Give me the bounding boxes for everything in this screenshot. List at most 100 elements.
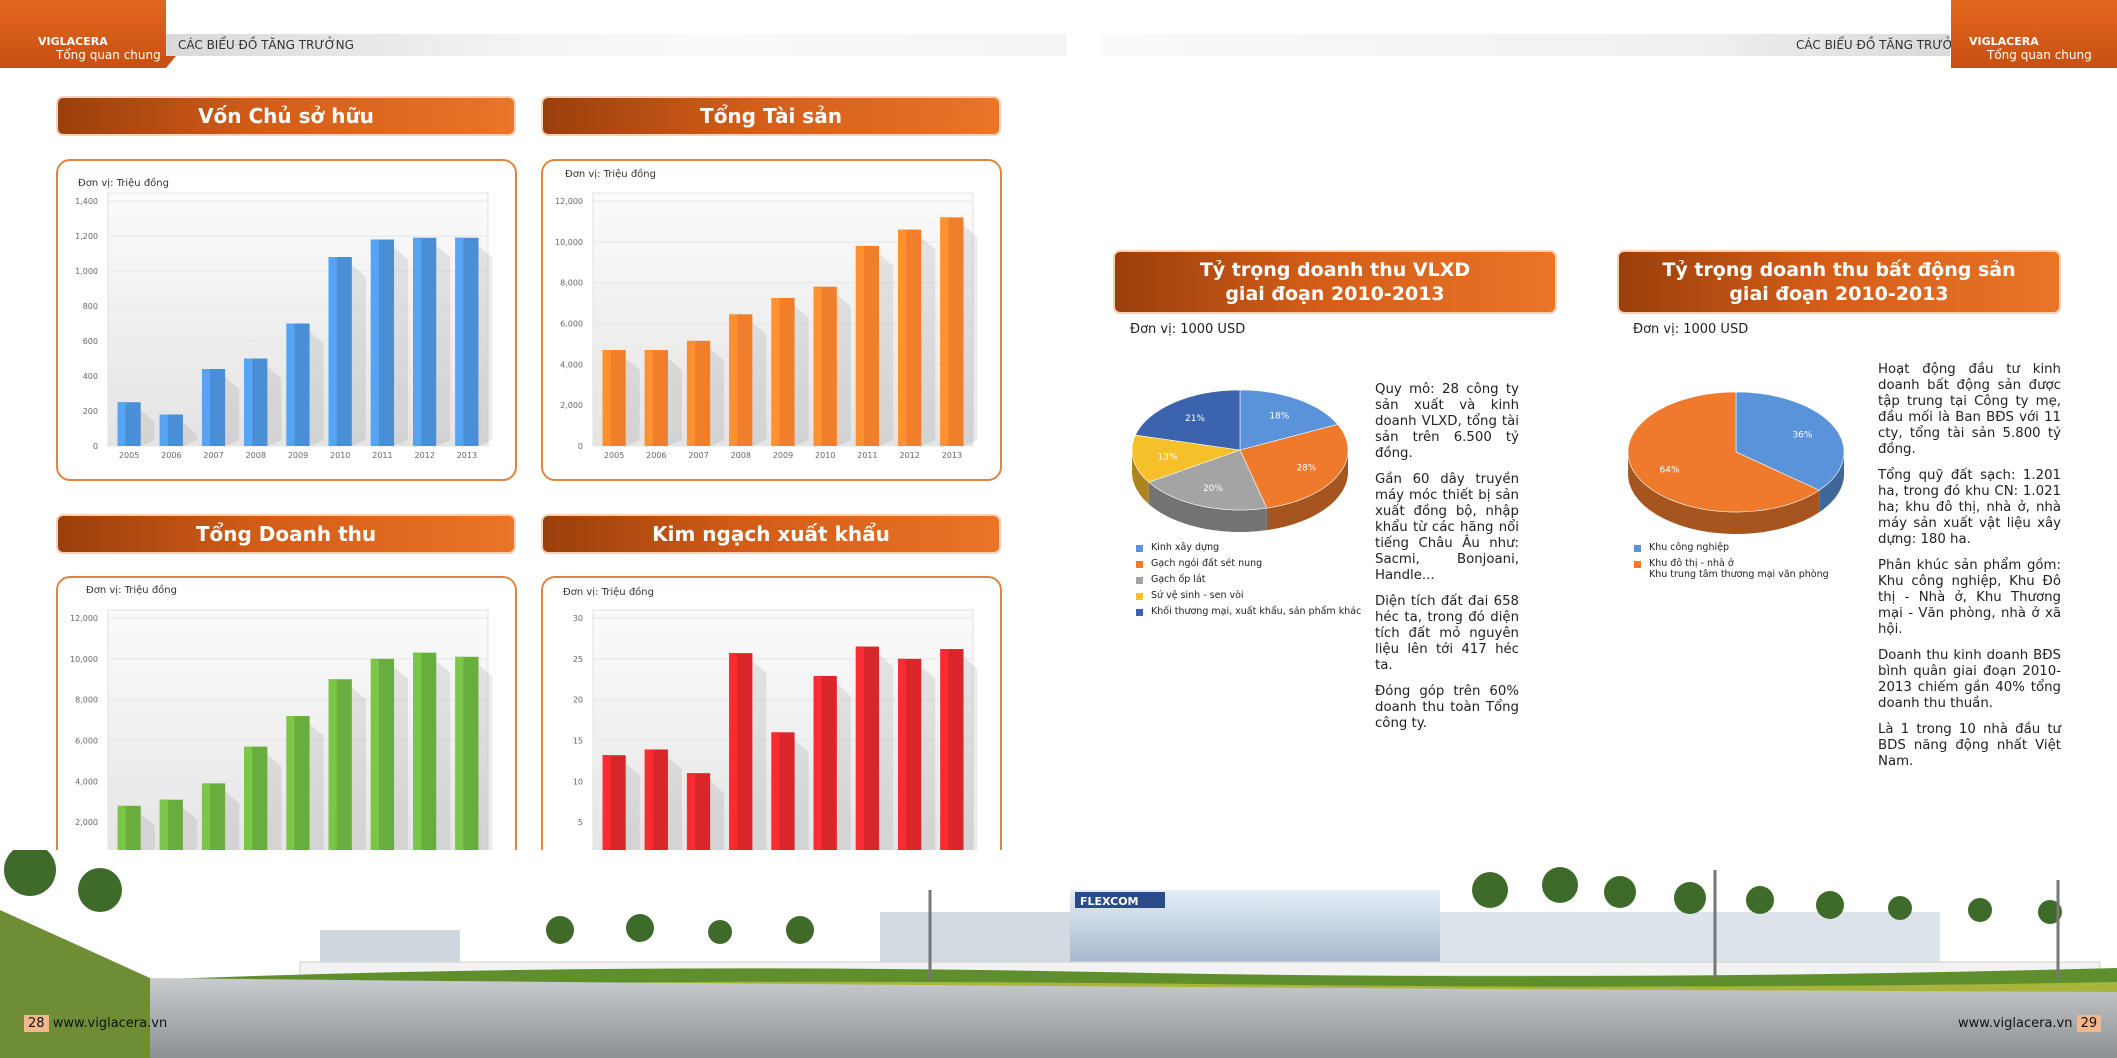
bar-highlight bbox=[602, 350, 611, 446]
y-tick-label: 25 bbox=[573, 655, 583, 664]
pie-slice bbox=[1131, 434, 1241, 483]
x-tick-label: 2008 bbox=[246, 451, 266, 460]
pie-slice-label: 20% bbox=[1203, 484, 1223, 494]
y-tick-label: 5 bbox=[578, 818, 583, 827]
bar-shadow bbox=[309, 331, 324, 446]
y-tick-label: 10,000 bbox=[555, 238, 583, 247]
bar-shadow bbox=[182, 807, 197, 863]
legend-item: Sứ vệ sinh - sen vòi bbox=[1136, 590, 1361, 606]
legend-label: Gạch ốp lát bbox=[1151, 574, 1206, 585]
section-title-right: CÁC BIỂU ĐỒ TĂNG TRƯỞNG bbox=[1796, 38, 1972, 52]
x-tick-label: 2007 bbox=[203, 451, 223, 460]
title-line-1: Tỷ trọng doanh thu VLXD bbox=[1199, 259, 1471, 281]
bar-shadow bbox=[667, 358, 682, 446]
brand-name: VIGLACERA bbox=[38, 35, 108, 48]
y-tick-label: 0 bbox=[93, 442, 98, 451]
x-tick-label: 2005 bbox=[119, 451, 139, 460]
vlxd-paragraph: Quy mô: 28 công ty sản xuất và kinh doan… bbox=[1375, 382, 1519, 461]
pie-slice-label: 13% bbox=[1157, 452, 1177, 462]
pie-legend-bds: Khu công nghiệp Khu đô thị - nhà ở Khu tr… bbox=[1634, 542, 1829, 584]
pie-slice bbox=[1148, 449, 1268, 511]
bar-shadow bbox=[625, 358, 640, 446]
y-tick-label: 2,000 bbox=[560, 401, 583, 410]
bar-shadow bbox=[963, 225, 978, 446]
x-tick-label: 2005 bbox=[604, 451, 624, 460]
pie-slice bbox=[1239, 424, 1349, 509]
y-tick-label: 12,000 bbox=[70, 614, 98, 623]
website-link[interactable]: www.viglacera.vn bbox=[52, 1016, 168, 1031]
pie-slice-label: 21% bbox=[1185, 414, 1205, 424]
bar-highlight bbox=[855, 245, 864, 446]
title-line-1: Tỷ trọng doanh thu bất động sản bbox=[1662, 259, 2016, 281]
bar-highlight bbox=[644, 350, 653, 446]
warehouse bbox=[1440, 912, 1940, 970]
pie-slice-label: 18% bbox=[1269, 412, 1289, 422]
bar-shadow bbox=[879, 253, 894, 446]
pie-slice-label: 36% bbox=[1792, 431, 1812, 441]
pie-slice bbox=[1134, 389, 1241, 451]
y-tick-label: 800 bbox=[83, 302, 98, 311]
website-link[interactable]: www.viglacera.vn bbox=[1958, 1016, 2073, 1031]
bar-highlight bbox=[201, 783, 211, 863]
bar-shadow bbox=[436, 245, 451, 446]
header-bar-right bbox=[1100, 34, 1950, 56]
x-tick-label: 2006 bbox=[646, 451, 666, 460]
bar-highlight bbox=[413, 237, 422, 446]
bar-shadow bbox=[225, 377, 240, 446]
y-tick-label: 6,000 bbox=[75, 737, 98, 746]
bar-shadow bbox=[921, 666, 936, 863]
unit-label-usd: Đơn vị: 1000 USD bbox=[1633, 322, 1749, 337]
bar-highlight bbox=[286, 716, 295, 863]
y-tick-label: 30 bbox=[573, 614, 583, 623]
bar-shadow bbox=[351, 687, 366, 863]
y-tick-label: 4,000 bbox=[560, 360, 583, 369]
vlxd-paragraph: Diện tích đất đai 658 héc ta, trong đó d… bbox=[1375, 594, 1519, 673]
brand-tab-right: VIGLACERA Tổng quan chung bbox=[1951, 0, 2117, 68]
y-tick-label: 15 bbox=[573, 737, 583, 746]
brand-name: VIGLACERA bbox=[1969, 35, 2039, 48]
bar-shadow bbox=[478, 245, 493, 446]
factory-sign: FLEXCOM bbox=[1080, 895, 1139, 908]
vlxd-paragraph: Đóng góp trên 60% doanh thu toàn Tổng cô… bbox=[1375, 684, 1519, 731]
pie-slice bbox=[1239, 389, 1339, 451]
legend-item: Khối thương mại, xuất khẩu, sản phẩm khá… bbox=[1136, 606, 1361, 622]
bds-paragraph: Doanh thu kinh doanh BĐS bình quân giai … bbox=[1878, 648, 2061, 711]
legend-label: Khối thương mại, xuất khẩu, sản phẩm khá… bbox=[1151, 606, 1362, 617]
bar-shadow bbox=[836, 294, 851, 446]
x-tick-label: 2009 bbox=[288, 451, 308, 460]
footer-right: www.viglacera.vn 29 bbox=[1958, 1015, 2102, 1032]
chart-box-tai-san: Đơn vị: Triệu đồng 0 2,000 4,000 6,000 8,000… bbox=[541, 159, 1002, 481]
bar-shadow bbox=[710, 781, 725, 863]
y-tick-label: 10 bbox=[573, 777, 583, 786]
bar-shadow bbox=[351, 265, 366, 446]
x-tick-label: 2008 bbox=[731, 451, 751, 460]
vlxd-paragraph: Gần 60 dây truyền máy móc thiết bị sản x… bbox=[1375, 472, 1519, 583]
legend-item: Kinh xây dựng bbox=[1136, 542, 1361, 558]
bar-shadow bbox=[752, 661, 767, 863]
bar-shadow bbox=[394, 247, 409, 446]
bds-paragraph: Tổng quỹ đất sạch: 1.201 ha, trong đó kh… bbox=[1878, 468, 2061, 547]
bar-shadow bbox=[436, 660, 451, 863]
pie-chart-vlxd: 18% 28% 20% 13% 21% bbox=[1131, 389, 1349, 532]
legend-label: Gạch ngói đất sét nung bbox=[1151, 558, 1263, 569]
header-bar-left bbox=[166, 34, 1066, 56]
unit-label: Đơn vị: Triệu đồng bbox=[565, 169, 656, 180]
bar-highlight bbox=[244, 746, 253, 863]
title-ty-trong-vlxd: Tỷ trọng doanh thu VLXD giai đoạn 2010-2… bbox=[1115, 252, 1555, 312]
bar-shadow bbox=[182, 422, 197, 446]
pie-slice-label: 64% bbox=[1660, 465, 1680, 475]
brand-tab-left: VIGLACERA Tổng quan chung bbox=[0, 0, 176, 68]
bar-highlight bbox=[413, 652, 422, 863]
y-tick-label: 12,000 bbox=[555, 197, 583, 206]
bar-highlight bbox=[940, 649, 949, 863]
bar-chart-doanh-thu: -2,0004,0006,0008,00010,00012,0002005200… bbox=[70, 609, 493, 877]
bar-shadow bbox=[625, 763, 640, 863]
bar-shadow bbox=[667, 757, 682, 863]
pie-slice-side bbox=[1628, 454, 1820, 534]
x-tick-label: 2010 bbox=[815, 451, 835, 460]
bar-highlight bbox=[370, 239, 379, 446]
bds-paragraph: Là 1 trong 10 nhà đầu tư BDS năng động n… bbox=[1878, 722, 2061, 769]
bar-highlight bbox=[940, 217, 949, 446]
y-tick-label: 8,000 bbox=[560, 279, 583, 288]
x-tick-label: 2013 bbox=[457, 451, 477, 460]
